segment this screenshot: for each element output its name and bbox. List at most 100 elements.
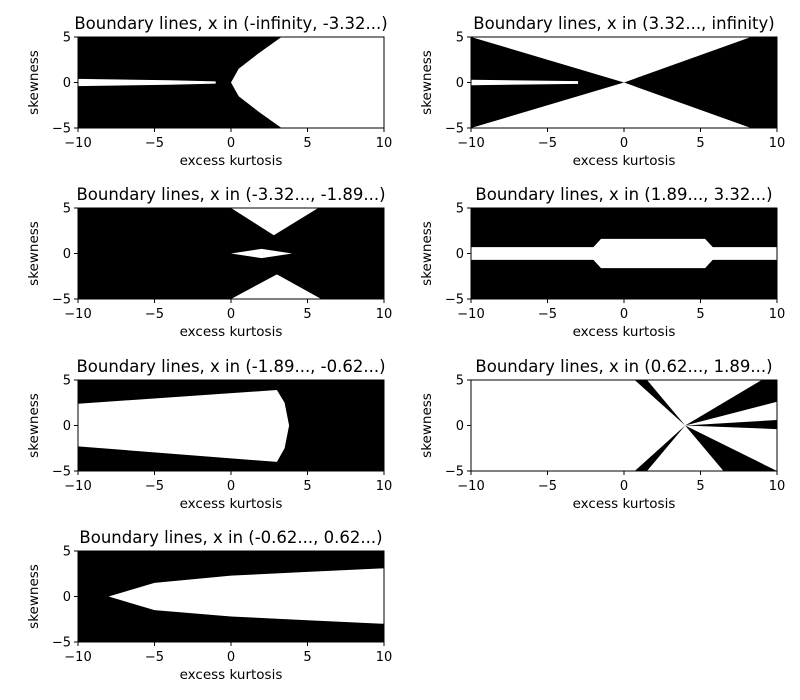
gap-region-1 — [78, 390, 290, 462]
y-tick-label: −5 — [445, 122, 464, 137]
x-tick-label: −5 — [145, 136, 164, 151]
x-axis-label: excess kurtosis — [180, 667, 283, 683]
x-tick-label: 5 — [303, 136, 311, 151]
plot-area — [78, 208, 384, 299]
y-axis-label: skewness — [26, 393, 42, 458]
y-tick-label: −5 — [52, 636, 71, 651]
boundary-region-1 — [634, 380, 686, 426]
x-tick-label: 5 — [696, 136, 704, 151]
y-tick-label: 0 — [456, 76, 464, 91]
x-tick-label: −10 — [64, 479, 91, 494]
x-tick-label: −5 — [145, 307, 164, 322]
x-axis-label: excess kurtosis — [180, 153, 283, 169]
subplot-title: Boundary lines, x in (1.89..., 3.32...) — [475, 185, 772, 204]
boundary-region-2 — [634, 425, 686, 471]
y-tick-label: −5 — [445, 293, 464, 308]
subplot-title: Boundary lines, x in (3.32..., infinity) — [473, 14, 774, 33]
x-axis-label: excess kurtosis — [573, 153, 676, 169]
y-axis-label: skewness — [419, 393, 435, 458]
gap-region-1 — [471, 79, 579, 86]
x-tick-label: 5 — [696, 307, 704, 322]
x-tick-label: 0 — [620, 479, 628, 494]
x-tick-label: −5 — [538, 479, 557, 494]
subplot-title: Boundary lines, x in (-1.89..., -0.62...… — [76, 357, 385, 376]
y-tick-label: 0 — [63, 590, 71, 605]
x-tick-label: −5 — [538, 136, 557, 151]
x-tick-label: 5 — [696, 479, 704, 494]
plot-area — [78, 380, 384, 471]
gap-region-2 — [231, 274, 322, 299]
plot-area — [471, 380, 777, 471]
y-tick-label: 5 — [456, 31, 464, 46]
y-axis-label: skewness — [26, 221, 42, 286]
gap-region-1 — [78, 78, 216, 87]
y-tick-label: 5 — [63, 31, 71, 46]
x-tick-label: 10 — [376, 650, 393, 665]
x-tick-label: 0 — [227, 307, 235, 322]
y-axis-label: skewness — [26, 50, 42, 115]
gap-region-3 — [231, 248, 293, 259]
subplot-title: Boundary lines, x in (-0.62..., 0.62...) — [79, 528, 382, 547]
y-tick-label: 0 — [63, 419, 71, 434]
subplot-title: Boundary lines, x in (-infinity, -3.32..… — [74, 14, 387, 33]
x-tick-label: 10 — [376, 307, 393, 322]
x-tick-label: −10 — [457, 136, 484, 151]
y-tick-label: 5 — [456, 374, 464, 389]
gap-region-1 — [231, 208, 319, 236]
plot-area — [78, 37, 384, 128]
x-tick-label: 0 — [620, 136, 628, 151]
subplot-title: Boundary lines, x in (-3.32..., -1.89...… — [76, 185, 385, 204]
y-tick-label: 5 — [63, 202, 71, 217]
y-tick-label: −5 — [52, 293, 71, 308]
x-axis-label: excess kurtosis — [180, 496, 283, 512]
y-tick-label: 0 — [63, 76, 71, 91]
x-tick-label: −5 — [145, 479, 164, 494]
x-tick-label: 0 — [227, 479, 235, 494]
y-axis-label: skewness — [419, 50, 435, 115]
x-tick-label: 0 — [227, 136, 235, 151]
y-tick-label: 0 — [63, 247, 71, 262]
y-axis-label: skewness — [419, 221, 435, 286]
y-tick-label: 5 — [63, 545, 71, 560]
x-tick-label: −10 — [457, 479, 484, 494]
x-tick-label: 5 — [303, 650, 311, 665]
subplot-title: Boundary lines, x in (0.62..., 1.89...) — [475, 357, 772, 376]
boundary-region-5 — [685, 420, 777, 430]
x-tick-label: 10 — [769, 479, 786, 494]
boundary-region-3 — [685, 380, 777, 426]
plot-area — [471, 208, 777, 299]
y-tick-label: 0 — [456, 419, 464, 434]
gap-region-2 — [231, 37, 384, 128]
x-tick-label: 10 — [769, 136, 786, 151]
y-tick-label: −5 — [445, 465, 464, 480]
x-axis-label: excess kurtosis — [573, 496, 676, 512]
gap-region-1 — [471, 238, 777, 269]
x-tick-label: 0 — [620, 307, 628, 322]
x-axis-label: excess kurtosis — [573, 324, 676, 340]
plot-area — [78, 551, 384, 642]
x-tick-label: −5 — [145, 650, 164, 665]
x-tick-label: 5 — [303, 307, 311, 322]
x-tick-label: 0 — [227, 650, 235, 665]
plot-area — [471, 37, 777, 128]
boundary-region-2 — [624, 37, 777, 128]
x-tick-label: −10 — [64, 650, 91, 665]
x-tick-label: 10 — [769, 307, 786, 322]
x-tick-label: −10 — [64, 307, 91, 322]
y-axis-label: skewness — [26, 564, 42, 629]
y-tick-label: −5 — [52, 122, 71, 137]
x-tick-label: −5 — [538, 307, 557, 322]
x-tick-label: −10 — [457, 307, 484, 322]
gap-region-1 — [108, 568, 384, 624]
x-tick-label: 5 — [303, 479, 311, 494]
x-axis-label: excess kurtosis — [180, 324, 283, 340]
y-tick-label: −5 — [52, 465, 71, 480]
x-tick-label: 10 — [376, 136, 393, 151]
